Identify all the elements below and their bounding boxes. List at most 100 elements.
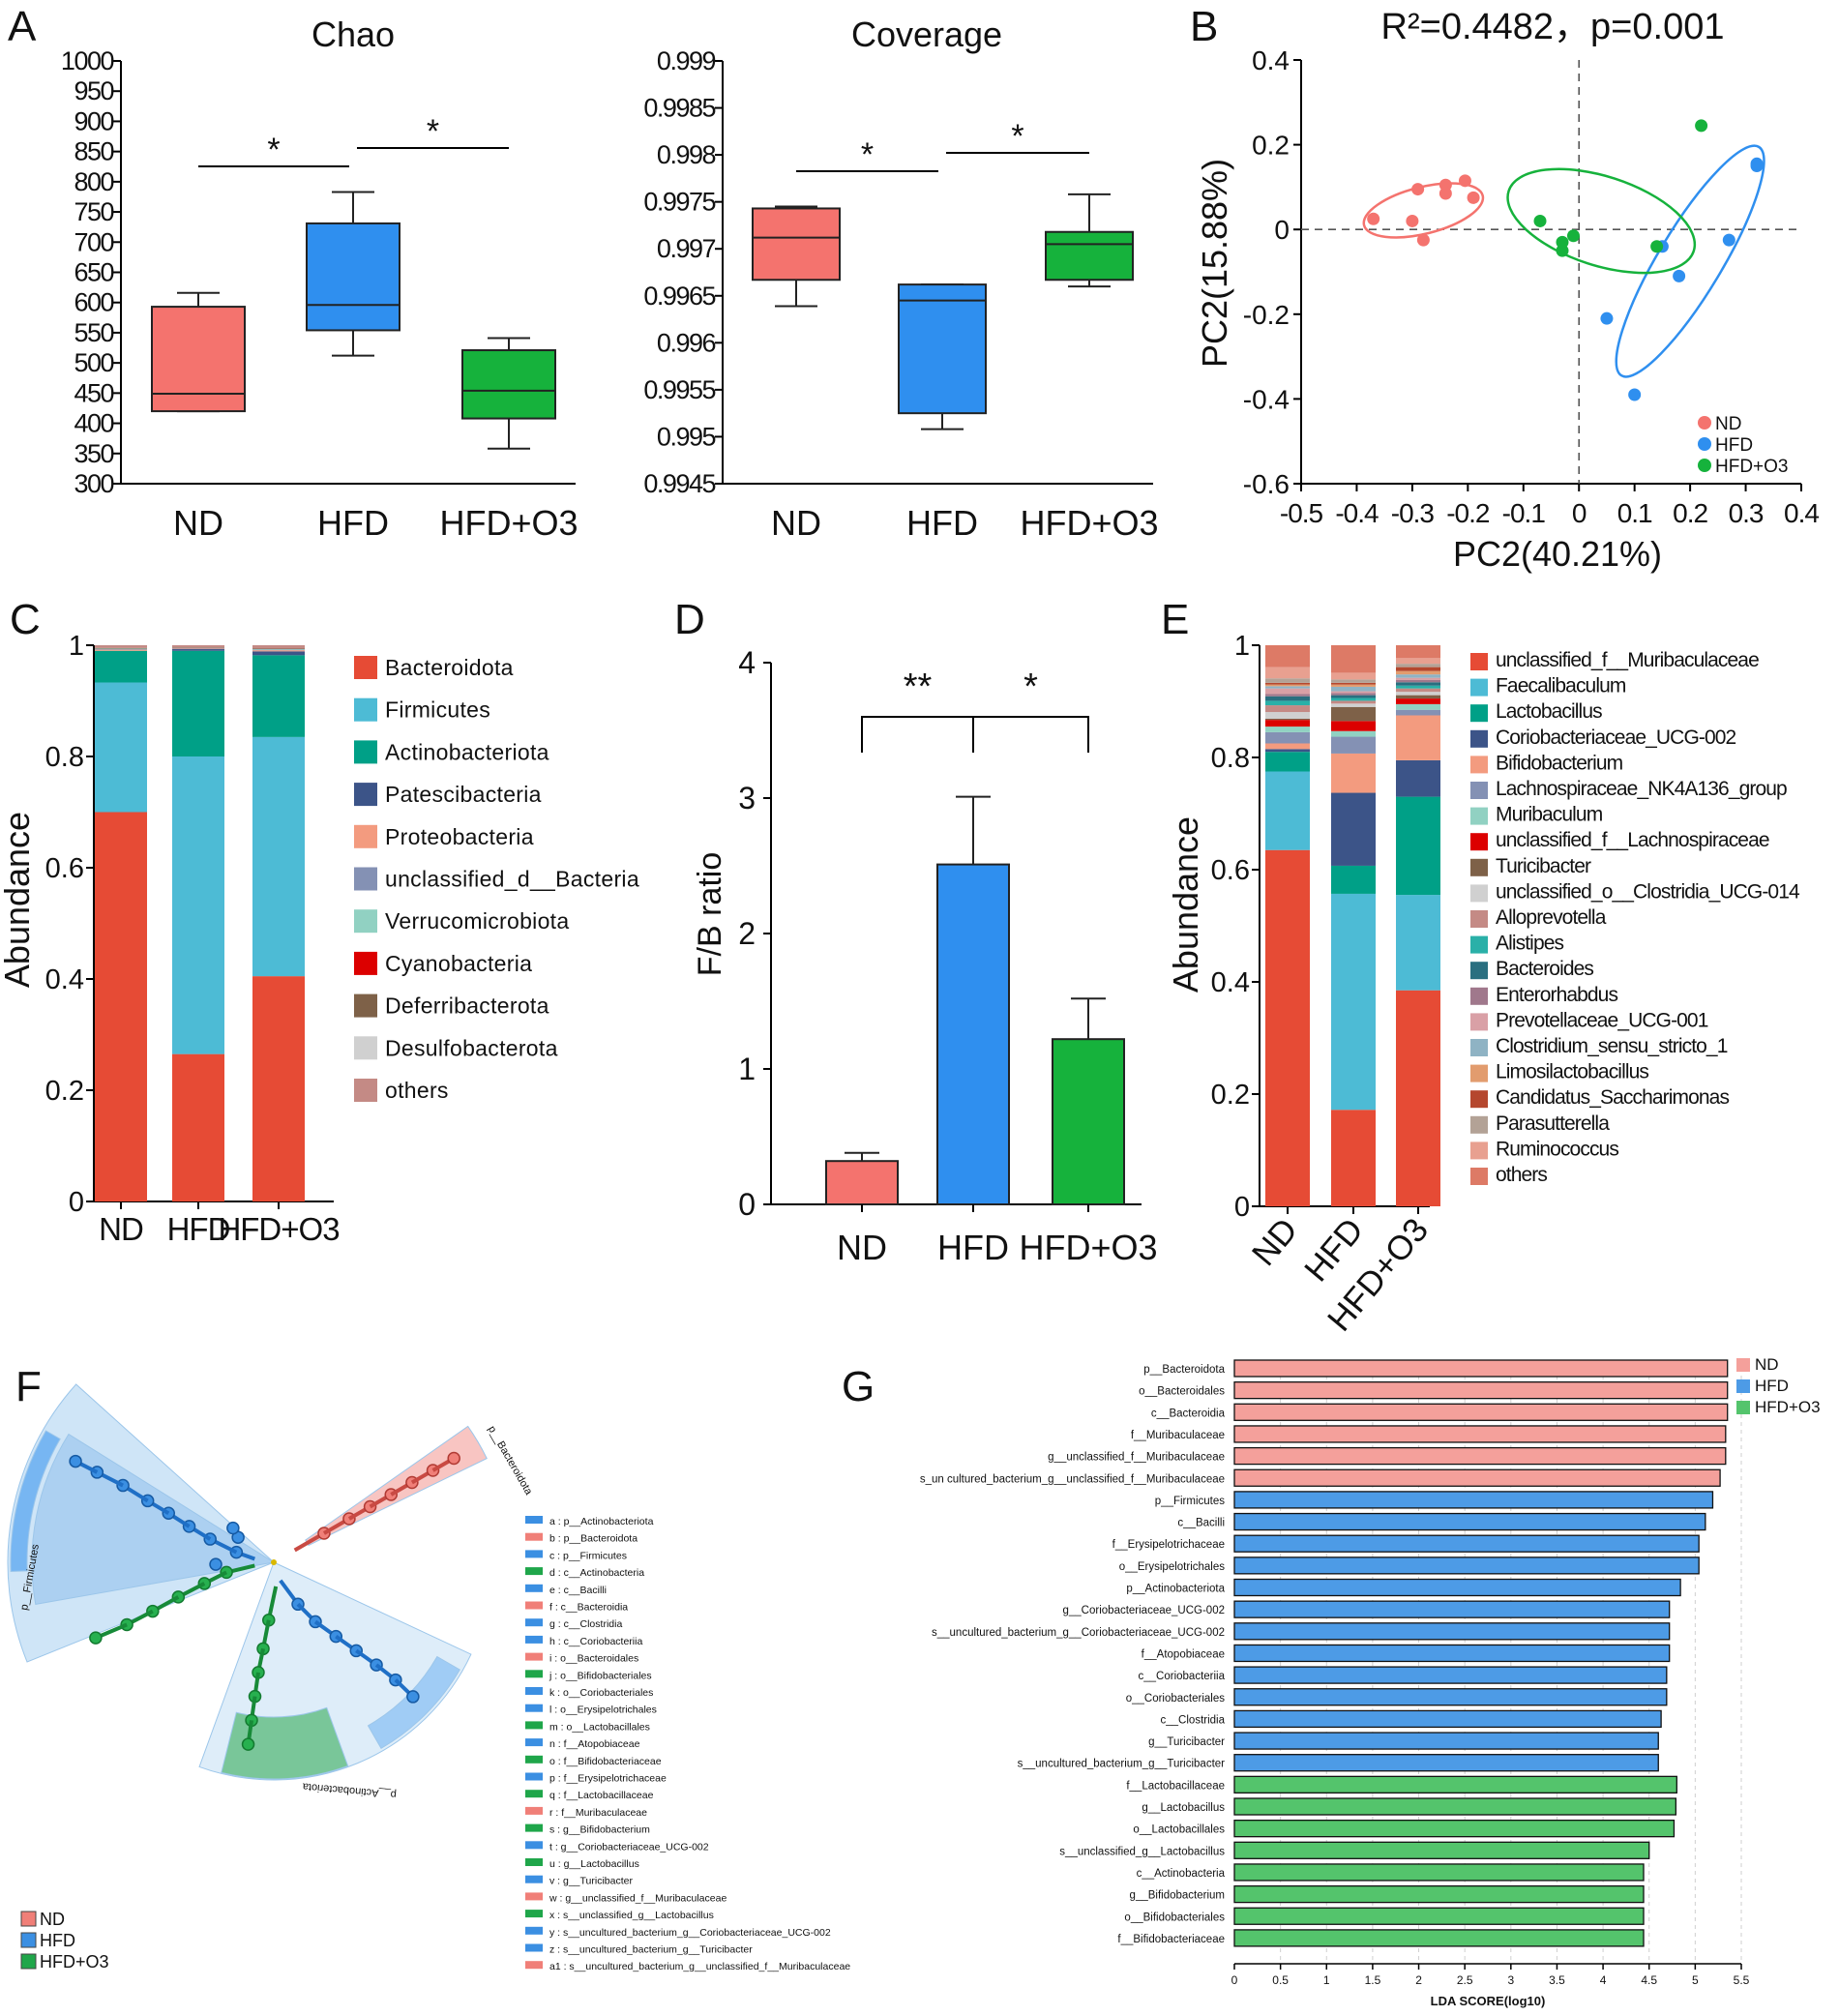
stack-segment bbox=[1396, 698, 1440, 704]
lda-bar-nd bbox=[1233, 1446, 1727, 1466]
legend-label: Lachnospiraceae_NK4A136_group bbox=[1496, 778, 1787, 800]
legend-label: Verrucomicrobiota bbox=[385, 908, 569, 934]
lda-bar-hfd-o3 bbox=[1233, 1820, 1676, 1838]
stack-segment bbox=[1331, 753, 1376, 793]
stack-segment bbox=[1396, 695, 1440, 699]
stack-segment bbox=[172, 648, 224, 650]
stack-segment bbox=[1396, 759, 1440, 797]
x-tick-label: 3 bbox=[1507, 1973, 1514, 1987]
lda-bar-hfd bbox=[1233, 1666, 1668, 1684]
legend-swatch bbox=[1470, 1013, 1488, 1031]
clade-key-swatch bbox=[525, 1704, 543, 1712]
y-tick-label: 0.996 bbox=[657, 328, 716, 357]
clade-key-label: k : o__Coriobacteriales bbox=[549, 1687, 653, 1699]
stack-segment bbox=[1331, 730, 1376, 737]
x-tick-label: 4.5 bbox=[1641, 1973, 1657, 1987]
stack-segment bbox=[1331, 697, 1376, 701]
stack-segment bbox=[1265, 682, 1310, 685]
panel-g-lda-bar: p__Bacteroidota o__Bacteroidales c__Bacter… bbox=[920, 1355, 1821, 2008]
legend-swatch bbox=[354, 867, 377, 891]
clade-key-swatch bbox=[525, 1875, 543, 1883]
stack-segment bbox=[1396, 664, 1440, 667]
x-tick-label: ND bbox=[173, 503, 223, 543]
y-axis-label: F/B ratio bbox=[692, 852, 728, 976]
stack-segment bbox=[1331, 686, 1376, 692]
legend-label: Firmicutes bbox=[385, 697, 490, 723]
stack-segment bbox=[252, 645, 305, 649]
x-tick-label: 0.5 bbox=[1272, 1973, 1289, 1987]
clade-key-label: h : c__Coriobacteriia bbox=[549, 1636, 642, 1647]
legend-swatch bbox=[354, 697, 377, 722]
clade-key-swatch bbox=[525, 1926, 543, 1935]
x-tick-label: 3.5 bbox=[1549, 1973, 1565, 1987]
legend-marker bbox=[1698, 437, 1711, 451]
scatter-point-nd bbox=[1367, 212, 1380, 225]
clade-key-swatch bbox=[525, 1892, 543, 1901]
clade-node-hfd-o3 bbox=[241, 1737, 255, 1751]
legend-swatch bbox=[1736, 1401, 1750, 1414]
stack-segment bbox=[1396, 796, 1440, 896]
stack-segment bbox=[1396, 688, 1440, 693]
box-nd bbox=[752, 207, 841, 282]
y-tick-label: 3 bbox=[738, 781, 756, 815]
stack-segment bbox=[1396, 677, 1440, 680]
scatter-point-hfd bbox=[1673, 269, 1686, 282]
legend-label: Actinobacteriota bbox=[385, 739, 549, 764]
scatter-point-nd bbox=[1411, 183, 1425, 196]
x-tick-label: 4 bbox=[1600, 1973, 1607, 1987]
lda-bar-label: c__Bacteroidia bbox=[1151, 1408, 1226, 1419]
box-hfd bbox=[898, 283, 987, 415]
legend-swatch bbox=[354, 1036, 377, 1060]
legend-label: Limosilactobacillus bbox=[1496, 1061, 1648, 1083]
lda-bar-label: g__Turicibacter bbox=[1148, 1736, 1225, 1748]
stack-segment bbox=[1331, 684, 1376, 687]
stack-segment bbox=[1396, 679, 1440, 683]
x-tick-label: ND bbox=[99, 1211, 143, 1247]
clade-key-swatch bbox=[525, 1823, 543, 1832]
scatter-point-hfd bbox=[1722, 233, 1735, 247]
legend-swatch bbox=[1470, 756, 1488, 774]
legend-swatch bbox=[354, 740, 377, 764]
y-tick-label: 750 bbox=[74, 197, 113, 226]
y-tick-label: 700 bbox=[74, 227, 113, 256]
lda-bar-label: o__Bifidobacteriales bbox=[1124, 1912, 1225, 1923]
x-tick-label: HFD bbox=[167, 1211, 230, 1247]
x-tick-label: ND bbox=[837, 1228, 887, 1267]
y-tick-label: 950 bbox=[74, 76, 113, 105]
panel-a-coverage-boxplot: Coverage 0.999 0.9985 0.998 0.9975 0.997 0.996… bbox=[643, 15, 1158, 543]
x-axis-label: LDA SCORE(log10) bbox=[1431, 1994, 1546, 2008]
stack-segment bbox=[1396, 674, 1440, 678]
stack-segment bbox=[1331, 792, 1376, 866]
x-tick-label: 5 bbox=[1692, 1973, 1699, 1987]
legend-swatch bbox=[1470, 858, 1488, 876]
clade-legend-label: HFD bbox=[40, 1931, 75, 1950]
legend-marker bbox=[1698, 459, 1711, 472]
stack-segment bbox=[252, 651, 305, 656]
lda-bar-label: c__Clostridia bbox=[1161, 1714, 1226, 1726]
lda-bar-label: o__Bacteroidales bbox=[1139, 1386, 1225, 1398]
clade-key-label: s : g__Bifidobacterium bbox=[549, 1824, 650, 1836]
chart-title: R²=0.4482，p=0.001 bbox=[1381, 7, 1725, 47]
legend-swatch bbox=[354, 1079, 377, 1102]
bar-nd bbox=[825, 1160, 899, 1205]
lda-bar-label: g__unclassified_f__Muribaculaceae bbox=[1048, 1452, 1225, 1464]
scatter-point-hfd-o3 bbox=[1556, 235, 1569, 249]
significance-star: * bbox=[267, 132, 280, 168]
y-tick-label: 0.8 bbox=[1211, 743, 1250, 774]
x-tick-label: 5.5 bbox=[1734, 1973, 1750, 1987]
y-tick-label: -0.6 bbox=[1243, 469, 1290, 499]
legend-label: others bbox=[1496, 1164, 1547, 1186]
stack-segment bbox=[172, 647, 224, 649]
y-tick-label: 1 bbox=[738, 1052, 756, 1086]
y-tick-label: 0 bbox=[738, 1187, 756, 1222]
lda-bar-hfd-o3 bbox=[1233, 1797, 1677, 1816]
y-tick-label: 0.997 bbox=[657, 234, 716, 263]
stack-segment bbox=[1265, 705, 1310, 713]
x-tick-label: HFD+O3 bbox=[218, 1211, 339, 1247]
clade-key-label: c : p__Firmicutes bbox=[549, 1550, 627, 1561]
lda-bar-label: o__Erysipelotrichales bbox=[1119, 1561, 1226, 1573]
stack-segment bbox=[1396, 692, 1440, 696]
stack-segment bbox=[172, 647, 224, 648]
clade-key-label: j : o__Bifidobacteriales bbox=[549, 1670, 652, 1681]
